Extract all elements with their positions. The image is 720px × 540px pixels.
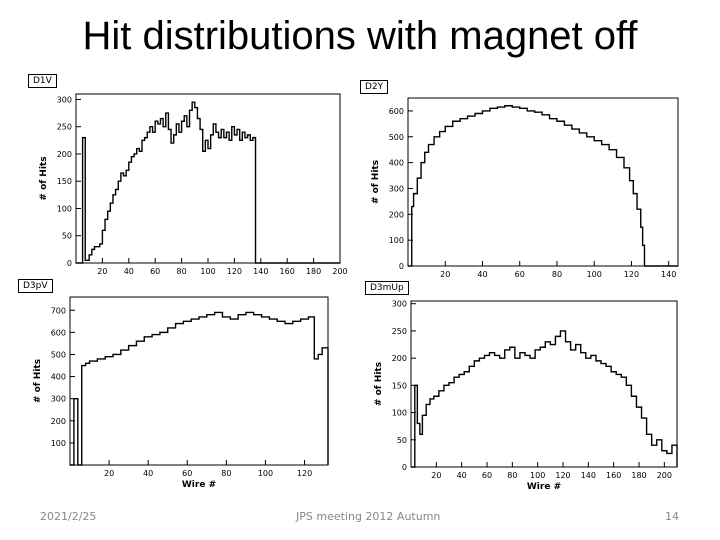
y-tick-label: 0	[402, 463, 407, 472]
y-tick-label: 50	[62, 232, 72, 241]
y-tick-label: 0	[67, 259, 72, 268]
y-tick-label: 200	[51, 417, 66, 426]
x-tick-label: 40	[477, 270, 487, 279]
y-tick-label: 100	[392, 409, 407, 418]
plot-frame	[75, 93, 341, 264]
x-tick-label: 120	[624, 270, 639, 279]
histogram-d1v: 20 40 60 80 100 120 140 160 180 200 0 50 100 150 200 25…	[28, 74, 358, 284]
histogram-line	[76, 101, 340, 264]
histogram-d1v-plot: 20 40 60 80 100 120 140 160 180 200 0 50 100 150 200 25…	[39, 93, 348, 276]
x-tick-label: 80	[552, 270, 562, 279]
x-tick-label: 20	[104, 469, 114, 478]
x-tick-label: 80	[221, 469, 231, 478]
histogram-d3pv-label: D3pV	[18, 279, 53, 293]
histogram-d3mup: 20 40 60 80 100 120 140 160 180 200 0 50 100 150 200 25…	[365, 281, 685, 496]
y-tick-label: 150	[57, 177, 72, 186]
x-tick-label: 140	[253, 267, 268, 276]
histogram-d3pv-plot: 20 40 60 80 100 120 100 200 300 400 500 600 700 # of …	[33, 296, 329, 490]
x-tick-label: 60	[515, 270, 525, 279]
y-tick-label: 100	[389, 236, 404, 245]
y-axis-label: # of Hits	[39, 156, 49, 200]
x-tick-label: 200	[657, 471, 672, 480]
y-tick-label: 500	[51, 350, 66, 359]
histogram-d2y: 20 40 60 80 100 120 140 0 100 200 300 400 500 600 # of…	[360, 80, 690, 280]
y-tick-label: 50	[397, 436, 407, 445]
x-tick-label: 120	[297, 469, 312, 478]
y-tick-label: 150	[392, 381, 407, 390]
footer-center: JPS meeting 2012 Autumn	[296, 510, 441, 523]
x-tick-label: 100	[587, 270, 602, 279]
x-tick-label: 140	[661, 270, 676, 279]
page-number: 14	[665, 510, 679, 523]
x-tick-label: 160	[280, 267, 295, 276]
y-tick-label: 200	[392, 354, 407, 363]
x-tick-label: 120	[227, 267, 242, 276]
histogram-d2y-label: D2Y	[360, 80, 389, 94]
y-tick-label: 300	[392, 300, 407, 309]
x-tick-label: 40	[143, 469, 153, 478]
x-axis-label: Wire #	[527, 482, 561, 492]
y-tick-label: 400	[51, 373, 66, 382]
x-tick-label: 20	[431, 471, 441, 480]
histogram-d3pv: 20 40 60 80 100 120 100 200 300 400 500 600 700 # of …	[18, 279, 358, 494]
x-tick-label: 40	[457, 471, 467, 480]
y-tick-label: 250	[392, 327, 407, 336]
y-tick-label: 0	[399, 262, 404, 271]
y-axis-label: # of Hits	[33, 359, 43, 403]
x-tick-label: 180	[631, 471, 646, 480]
histogram-d3mup-plot: 20 40 60 80 100 120 140 160 180 200 0 50 100 150 200 25…	[374, 300, 678, 492]
x-tick-label: 160	[606, 471, 621, 480]
slide-title: Hit distributions with magnet off	[82, 14, 638, 58]
x-tick-label: 100	[530, 471, 545, 480]
plot-frame	[407, 97, 679, 267]
y-tick-label: 300	[389, 184, 404, 193]
y-tick-label: 400	[389, 159, 404, 168]
x-tick-label: 60	[150, 267, 160, 276]
x-tick-label: 100	[258, 469, 273, 478]
x-tick-label: 140	[581, 471, 596, 480]
x-tick-label: 60	[182, 469, 192, 478]
x-tick-label: 80	[177, 267, 187, 276]
x-tick-label: 200	[332, 267, 347, 276]
plot-frame	[69, 296, 329, 466]
histogram-d2y-plot: 20 40 60 80 100 120 140 0 100 200 300 400 500 600 # of…	[371, 97, 679, 279]
y-tick-label: 200	[389, 210, 404, 219]
x-tick-label: 60	[482, 471, 492, 480]
x-tick-label: 20	[440, 270, 450, 279]
y-tick-label: 600	[389, 107, 404, 116]
plot-frame	[410, 300, 678, 468]
x-axis-label: Wire #	[182, 480, 216, 490]
histogram-d3mup-label: D3mUp	[365, 281, 409, 295]
y-tick-label: 500	[389, 133, 404, 142]
histogram-line	[408, 105, 678, 267]
y-tick-label: 100	[51, 439, 66, 448]
y-tick-label: 300	[51, 395, 66, 404]
histogram-line	[411, 330, 678, 468]
histogram-line	[70, 311, 329, 466]
x-tick-label: 100	[200, 267, 215, 276]
y-tick-label: 600	[51, 328, 66, 337]
y-tick-label: 200	[57, 150, 72, 159]
x-tick-label: 120	[555, 471, 570, 480]
x-tick-label: 40	[124, 267, 134, 276]
y-axis-label: # of Hits	[371, 160, 381, 204]
x-tick-label: 80	[507, 471, 517, 480]
y-tick-label: 100	[57, 204, 72, 213]
x-tick-label: 180	[306, 267, 321, 276]
y-tick-label: 300	[57, 95, 72, 104]
x-tick-label: 20	[97, 267, 107, 276]
y-axis-label: # of Hits	[374, 362, 384, 406]
y-tick-label: 700	[51, 306, 66, 315]
y-tick-label: 250	[57, 123, 72, 132]
histogram-d1v-label: D1V	[28, 74, 57, 88]
footer-date: 2021/2/25	[40, 510, 97, 523]
